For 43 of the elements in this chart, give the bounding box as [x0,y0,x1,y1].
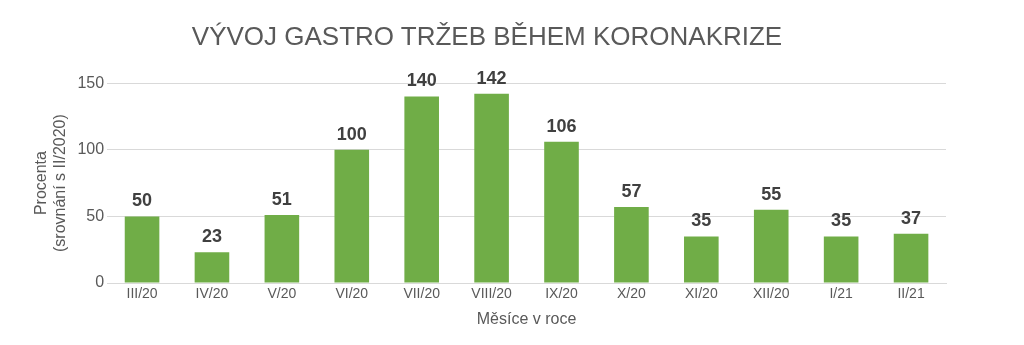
x-tick-label: XII/20 [752,285,790,302]
bar [264,215,300,283]
x-tick-label: X/20 [617,285,647,302]
x-tick-label: XI/20 [684,285,718,302]
bar [334,149,370,283]
bar [753,209,789,283]
data-label: 140 [406,70,437,91]
bar [124,216,160,283]
x-tick-label: VI/20 [335,285,369,302]
bar [544,141,579,283]
x-tick-label: III/20 [126,285,158,302]
bar [614,207,649,283]
data-label: 50 [132,190,153,211]
bar [474,93,509,283]
data-label: 37 [901,207,922,228]
data-label: 142 [476,67,507,88]
y-tick-label: 0 [95,273,105,291]
bar [194,252,230,283]
data-label: 106 [546,115,577,136]
data-label: 57 [621,181,642,202]
x-tick-label: IV/20 [195,285,229,302]
x-tick-label: VIII/20 [471,285,513,302]
y-axis-title: Procenta (srovnání s II/2020) [32,114,69,253]
y-tick-label: 50 [86,206,105,224]
data-label: 100 [336,123,367,144]
data-label: 55 [761,183,782,204]
bar [404,96,439,283]
bar [823,236,859,283]
x-tick-label: IX/20 [545,285,579,302]
bar [893,233,929,283]
bar [684,236,719,283]
y-tick-label: 100 [77,140,105,158]
data-label: 35 [691,210,712,231]
x-tick-label: I/21 [829,285,854,302]
x-tick-label: V/20 [267,285,297,302]
data-label: 35 [831,210,852,231]
x-axis-title: Měsíce v roce [476,309,577,327]
x-tick-label: VII/20 [403,285,441,302]
x-tick-label: II/21 [897,285,925,302]
y-tick-label: 150 [77,73,105,91]
data-label: 23 [201,226,222,247]
data-label: 51 [271,189,292,210]
chart-title: VÝVOJ GASTRO TRŽEB BĚHEM KORONAKRIZE [191,20,783,51]
